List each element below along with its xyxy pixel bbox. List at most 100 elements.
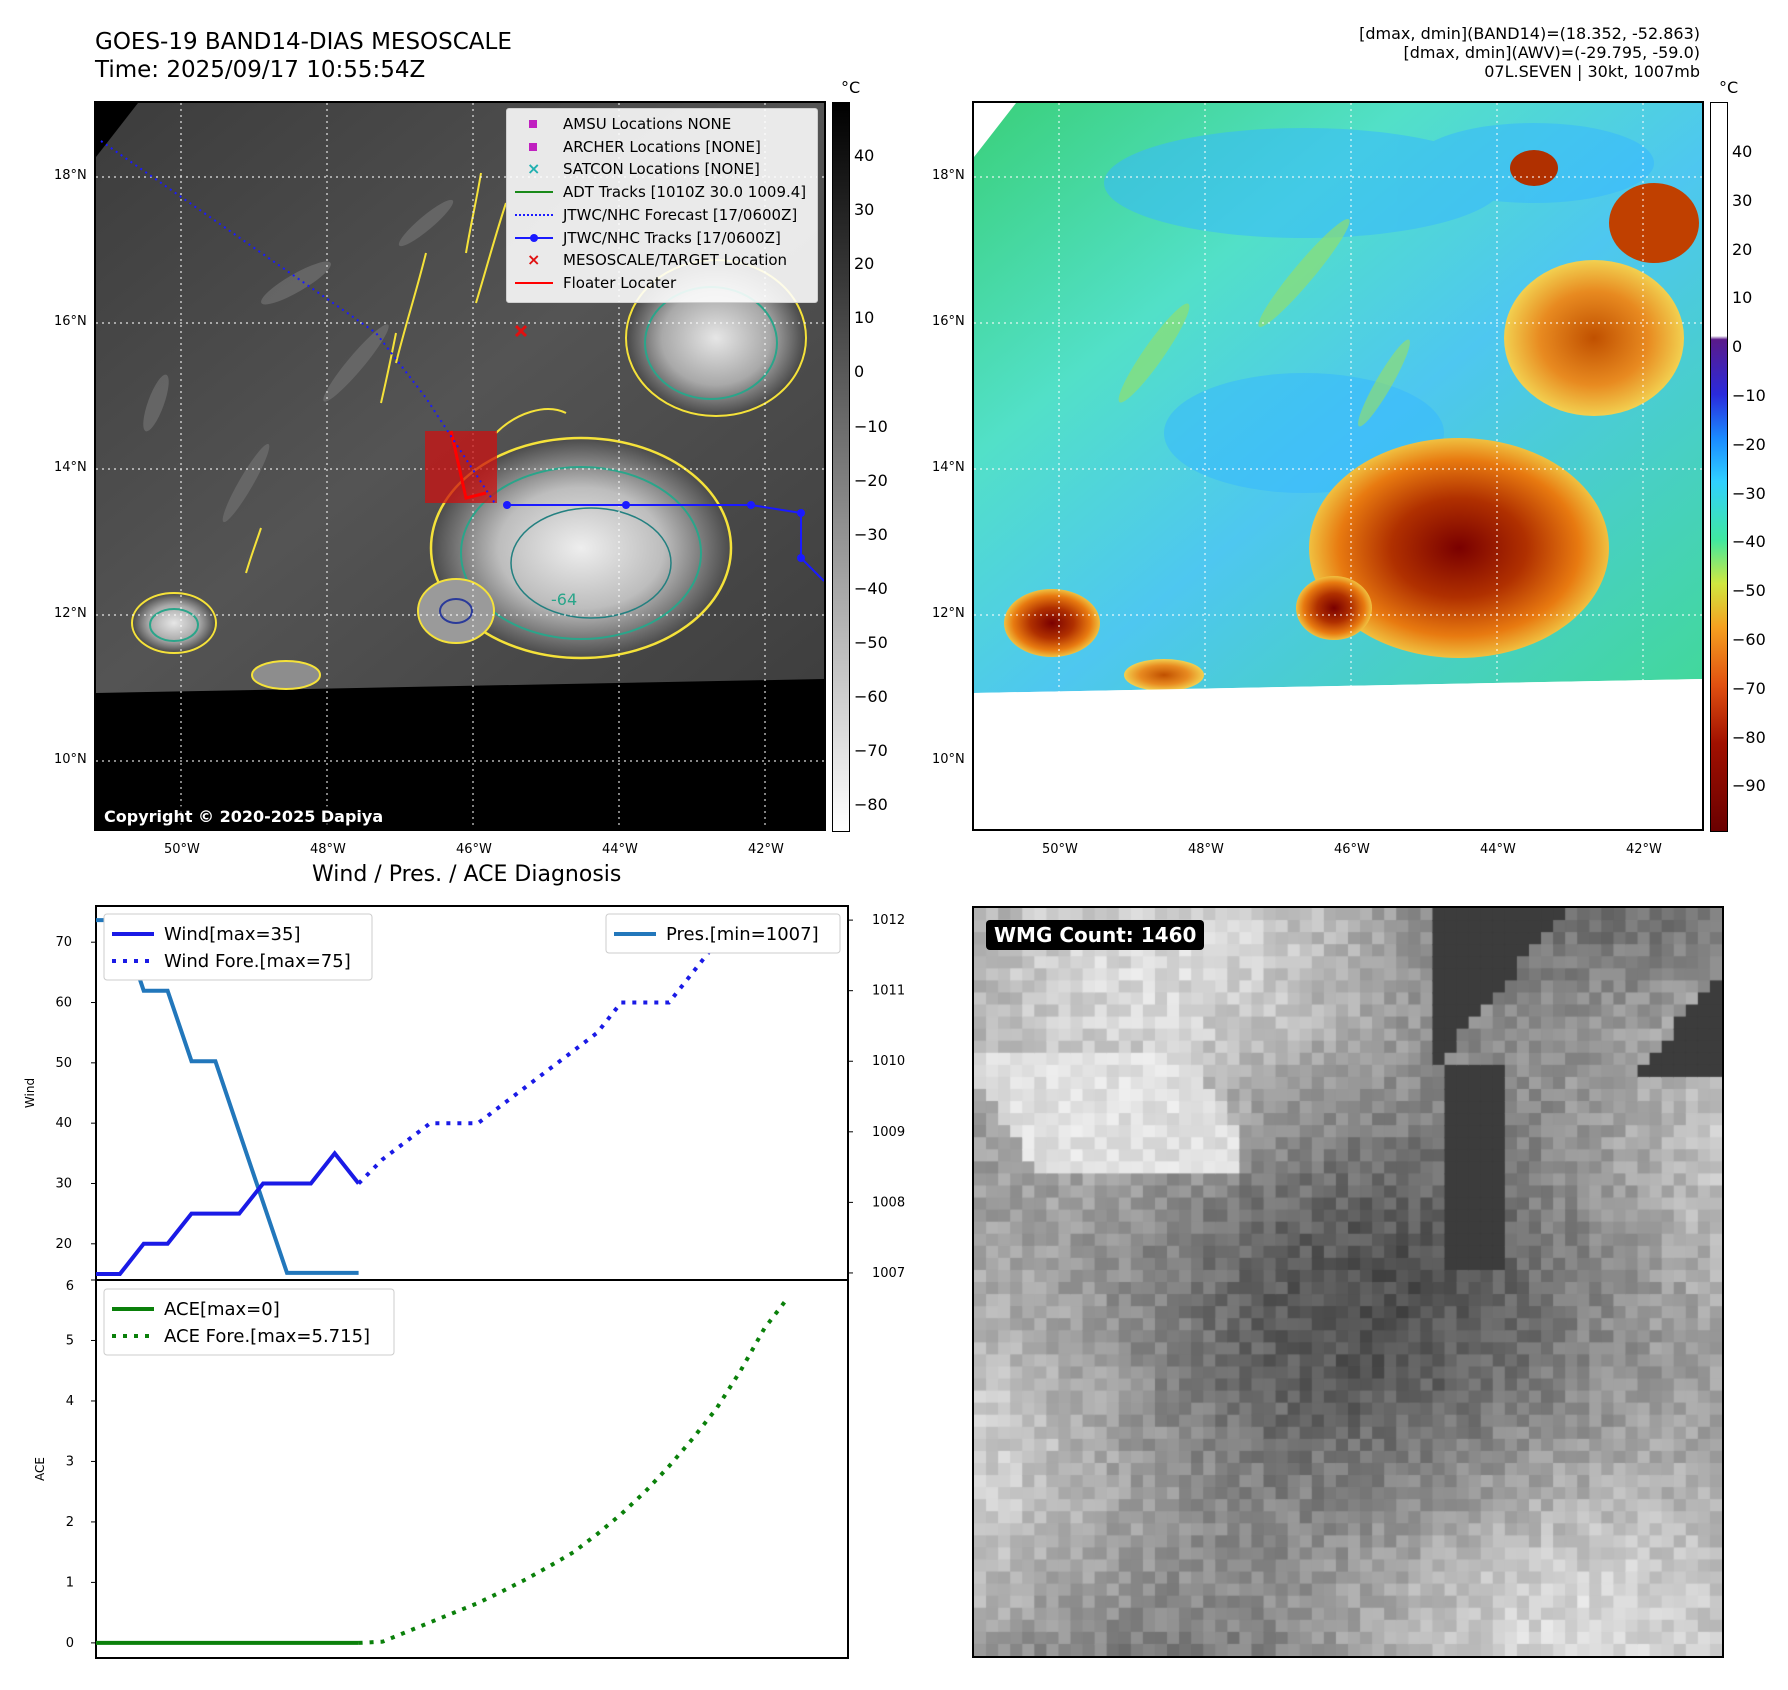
- ir-legend: AMSU Locations NONE ARCHER Locations [NON…: [506, 108, 818, 303]
- legend-label: MESOSCALE/TARGET Location: [563, 251, 788, 270]
- colorbar-tick: −30: [854, 524, 888, 544]
- wv-map-panel: [972, 101, 1704, 831]
- series-line-wind: [96, 1150, 361, 1276]
- legend-symbol: [515, 140, 553, 154]
- ir-colorbar: [832, 102, 850, 832]
- colorbar-tick: −90: [1732, 776, 1766, 796]
- lat-label: 16°N: [54, 314, 87, 329]
- lon-label: 50°W: [164, 842, 200, 857]
- wind-axis-label: Wind: [23, 1078, 37, 1108]
- colorbar-tick: 10: [1732, 288, 1753, 308]
- lower-axes-frame: [95, 1279, 849, 1659]
- ace-ytick-label: 6: [66, 1279, 74, 1294]
- pressure-ytick-label: 1008: [872, 1195, 905, 1210]
- legend-entry: AMSU Locations NONE: [515, 113, 809, 136]
- ace-ytick-label: 0: [66, 1636, 74, 1651]
- colorbar-tick: 0: [1732, 337, 1743, 357]
- floater-locater-line: [449, 430, 487, 500]
- legend-label: JTWC/NHC Forecast [17/0600Z]: [563, 205, 798, 224]
- legend-label: ARCHER Locations [NONE]: [563, 137, 761, 156]
- legend-symbol: ×: [527, 158, 541, 178]
- storm-info: [dmax, dmin](BAND14)=(18.352, -52.863) […: [1359, 24, 1700, 81]
- target-marker: [514, 324, 528, 338]
- legend-entry: ADT Tracks [1010Z 30.0 1009.4]: [515, 181, 809, 204]
- ace-ytick-label: 2: [66, 1515, 74, 1530]
- wmg-panel: WMG Count: 1460: [972, 906, 1724, 1658]
- legend-label: Wind[max=35]: [164, 924, 301, 945]
- legend-label: JTWC/NHC Tracks [17/0600Z]: [563, 228, 781, 247]
- pressure-ytick-label: 1007: [872, 1266, 905, 1281]
- pressure-axis-label: Pressure: [919, 1067, 920, 1118]
- wind-ytick-label: 20: [55, 1237, 72, 1252]
- legend-symbol: [515, 208, 553, 222]
- legend-label: Floater Locater: [563, 273, 677, 292]
- wind-ytick-label: 50: [55, 1056, 72, 1071]
- legend-symbol: [515, 117, 553, 131]
- colorbar-tick: 20: [854, 254, 875, 274]
- ace-axis-label: ACE: [33, 1457, 47, 1481]
- colorbar-tick: 0: [854, 362, 865, 382]
- chart-legend: ACE[max=0] ACE Fore.[max=5.715]: [103, 1288, 395, 1356]
- lat-label: 14°N: [932, 460, 965, 475]
- colorbar-tick: 20: [1732, 239, 1753, 259]
- colorbar-tick: −60: [854, 687, 888, 706]
- wv-map-image: [974, 103, 1702, 829]
- ir-map-panel: -64 AMSU Locations NONE ARCHER Locations …: [94, 101, 826, 831]
- lat-label: 10°N: [54, 752, 87, 767]
- colorbar-tick: −40: [1732, 532, 1766, 552]
- legend-entry: × MESOSCALE/TARGET Location: [515, 249, 809, 272]
- legend-entry: JTWC/NHC Tracks [17/0600Z]: [515, 227, 809, 250]
- diagnosis-chart: 20 30 40 50 60 70 1007 1008 1009 1010 1011 1012 0 1 2 3…: [23, 905, 920, 1659]
- ace-ytick-label: 4: [66, 1394, 74, 1409]
- lon-label: 48°W: [310, 842, 346, 857]
- info-line-1: [dmax, dmin](BAND14)=(18.352, -52.863): [1359, 24, 1700, 43]
- lat-label: 12°N: [932, 606, 965, 621]
- lon-label: 42°W: [748, 842, 784, 857]
- colorbar-tick: −60: [1732, 630, 1766, 649]
- floater-box: [425, 431, 497, 503]
- legend-entry: Floater Locater: [515, 272, 809, 295]
- wv-colorbar: [1710, 102, 1728, 832]
- lon-label: 44°W: [602, 842, 638, 857]
- legend-entry: ARCHER Locations [NONE]: [515, 136, 809, 159]
- colorbar-tick: −50: [854, 632, 888, 652]
- colorbar-tick: 40: [854, 146, 875, 165]
- colorbar-tick: 40: [1732, 142, 1753, 161]
- colorbar-tick: −10: [854, 416, 888, 436]
- legend-symbol: ×: [527, 249, 541, 269]
- colorbar-tick: −50: [1732, 581, 1766, 601]
- legend-label: Wind Fore.[max=75]: [164, 951, 351, 972]
- colorbar-tick: −70: [854, 741, 888, 761]
- figure-title: GOES-19 BAND14-DIAS MESOSCALE Time: 2025…: [95, 28, 512, 84]
- wmg-count-label: WMG Count: 1460: [986, 920, 1205, 950]
- pressure-ytick-label: 1012: [872, 913, 905, 928]
- lat-label: 12°N: [54, 606, 87, 621]
- colorbar-tick: 10: [854, 308, 875, 328]
- colorbar-tick: −40: [854, 578, 888, 598]
- chart-legend: Wind[max=35] Wind Fore.[max=75]: [103, 913, 373, 981]
- wmg-image: [974, 908, 1722, 1656]
- colorbar-tick: −30: [1732, 483, 1766, 503]
- lon-label: 44°W: [1480, 842, 1516, 857]
- legend-symbol: [515, 185, 553, 199]
- best-track: [507, 504, 824, 582]
- lat-label: 10°N: [932, 752, 965, 767]
- legend-symbol: [515, 231, 553, 245]
- title-line-2: Time: 2025/09/17 10:55:54Z: [95, 57, 426, 83]
- pressure-ytick-label: 1010: [872, 1054, 905, 1069]
- lon-label: 48°W: [1188, 842, 1224, 857]
- colorbar-tick: 30: [1732, 190, 1753, 210]
- wind-ytick-label: 70: [55, 935, 72, 950]
- lat-label: 16°N: [932, 314, 965, 329]
- colorbar-tick: −20: [854, 470, 888, 490]
- contour-label: -64: [551, 590, 577, 609]
- legend-label: ACE[max=0]: [164, 1299, 280, 1320]
- legend-symbol: [515, 276, 553, 290]
- series-line-ace-fore-: [358, 1295, 790, 1645]
- legend-entry: × SATCON Locations [NONE]: [515, 158, 809, 181]
- ace-ytick-label: 1: [66, 1575, 74, 1590]
- lon-label: 50°W: [1042, 842, 1078, 857]
- ir-colorbar-unit: °C: [841, 78, 861, 97]
- colorbar-tick: −20: [1732, 434, 1766, 454]
- forecast-track: [100, 140, 497, 506]
